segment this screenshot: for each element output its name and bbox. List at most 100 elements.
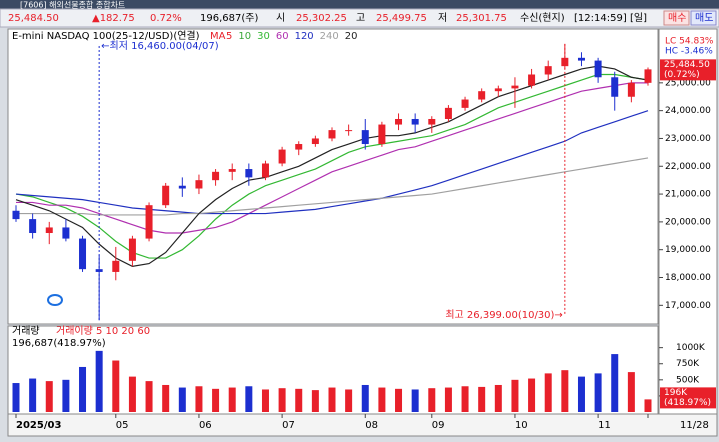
open: 25,302.25 [296,13,347,24]
candle-body [345,130,353,132]
last-pct: (0.72%) [664,70,700,80]
legend-entry: 120 [295,31,314,42]
hand-mark [47,294,63,306]
candle-body [128,238,136,261]
low: 25,301.75 [456,13,507,24]
ma-line [15,65,649,268]
volume-bar [112,360,120,412]
volume-bar [45,381,53,412]
low-label: 저 [438,12,447,24]
candle-body [411,118,419,125]
date-axis [7,413,718,437]
last-volume: 196K [664,388,688,398]
price-panel [7,28,659,325]
hc: HC -3.46% [665,47,713,57]
sell[interactable]: 매도 [695,12,713,24]
time: [12:14:59] [574,13,627,24]
buy[interactable]: 매수 [668,12,686,24]
candle-body [62,227,70,239]
volume-bar [178,387,186,412]
volume-bar [311,390,319,412]
candle-body [162,185,170,206]
volume-bar [528,378,536,412]
last-price-box [660,59,716,81]
chart-title: E-mini NASDAQ 100(25-12/USD)(연결) [12,30,200,42]
y-tick-label: 17,000.00 [665,301,711,311]
sell-button[interactable] [690,10,717,26]
volume-bar [79,366,87,412]
candle-body [611,77,619,97]
last-volume-box [660,387,716,409]
candle-body [112,260,120,272]
buy-button[interactable] [663,10,690,26]
candle-body [428,118,436,125]
volume-bar [411,389,419,412]
candle-body [45,227,53,234]
volume-bar [428,388,436,412]
x-tick-label: 10 [515,420,528,431]
y-tick-label: 25,000.00 [665,78,711,88]
volume-legend: 거래이량 5 10 20 60 [56,325,150,337]
volume-bar [162,384,170,412]
volume-bar [544,373,552,412]
candle-body [544,66,552,75]
volume-bar [29,378,37,412]
x-tick-label: 06 [199,420,212,431]
price: 25,484.50 [8,13,59,24]
y-tick-label: 19,000.00 [665,245,711,255]
candle-body [461,99,469,108]
y-tick-label: 18,000.00 [665,273,711,283]
x-tick-label: 11/28 [680,420,709,431]
feed: 수신(현지) [520,12,565,24]
ma-line [16,157,649,216]
candle-body [395,118,403,125]
candle-body [511,85,519,89]
candle-body [311,138,319,145]
x-tick-label: 2025/03 [16,420,61,431]
legend-entry: 5 [226,31,232,42]
volume-bar [228,387,236,412]
candle-body [644,69,652,83]
axis-panel [658,28,718,415]
volume-bar [212,388,220,412]
ma-line [16,82,648,234]
volume-bar [328,387,336,412]
volume-bar [195,386,203,412]
volume-bar [345,389,353,412]
last-price: 25,484.50 [664,60,710,70]
last-volume-pct: (418.97%) [664,398,711,408]
open-label: 시 [276,12,285,24]
volume-bar [261,389,269,412]
volume-bar [145,381,153,412]
x-tick-label: 07 [282,420,295,431]
title-bar [0,0,719,9]
candle-body [245,169,253,178]
y-tick-label: 750K [676,359,700,369]
header-bar [0,8,719,28]
period: [일] [630,12,647,24]
volume-bar [95,350,103,412]
volume: 196,687(주) [200,13,258,24]
volume-bar [511,379,519,412]
candle-body [494,88,502,92]
y-tick-label: 24,000.00 [665,106,711,116]
ma-line [15,110,649,215]
high-label: 고 [356,13,365,24]
volume-bar [461,386,469,412]
candle-body [79,238,87,270]
volume-bar [395,388,403,412]
candle-body [361,130,369,145]
volume-bar [611,354,619,412]
high-annotation: 최고 26,399.00(10/30)→ [445,309,562,321]
volume-bar [444,387,452,412]
high: 25,499.75 [376,13,427,24]
y-tick-label: 1000K [676,343,706,353]
candle-body [478,91,486,100]
ma-line [15,73,649,259]
candle-body [12,210,20,220]
candle-body [594,60,602,78]
candle-body [378,124,386,145]
volume-bar [627,372,635,412]
candle-body [561,57,569,67]
